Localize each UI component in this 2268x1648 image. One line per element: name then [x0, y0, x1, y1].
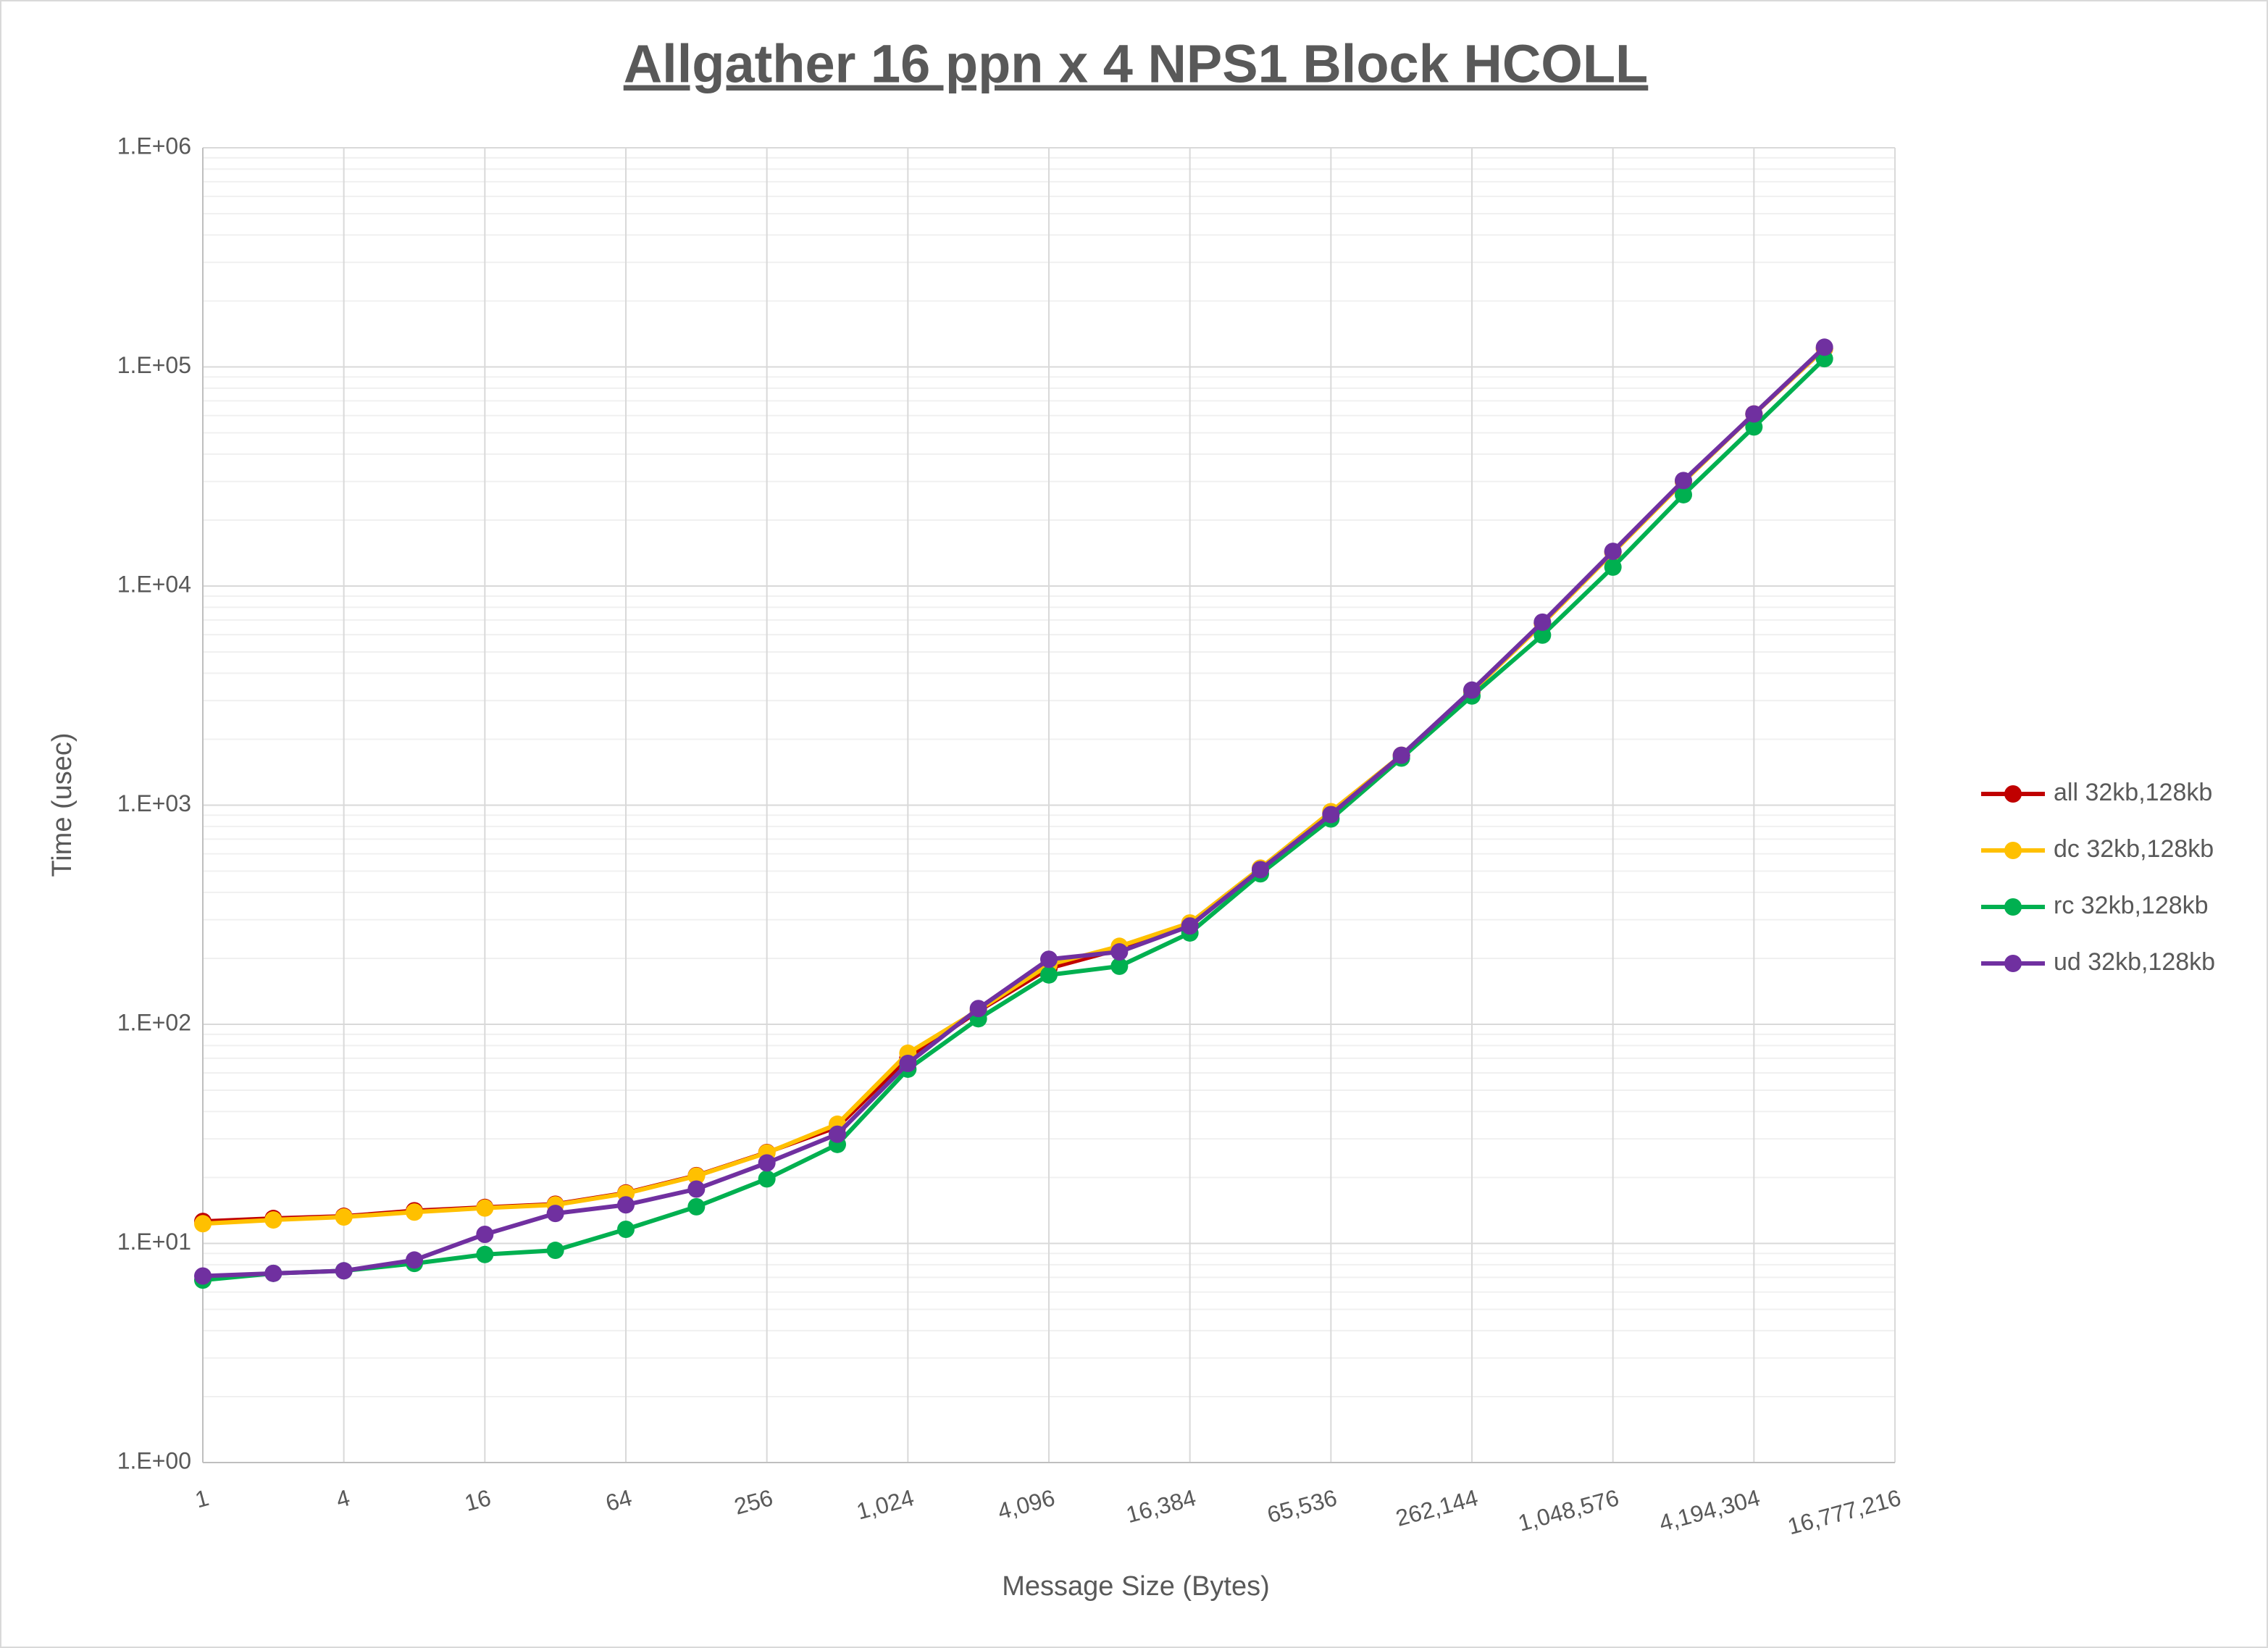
data-point: [546, 1242, 564, 1260]
data-point: [1815, 338, 1833, 356]
data-point: [1745, 405, 1763, 423]
data-point: [1604, 558, 1622, 576]
data-point: [617, 1196, 635, 1214]
data-point: [406, 1251, 423, 1269]
data-point: [1110, 957, 1129, 975]
data-point: [1463, 681, 1481, 699]
data-point: [264, 1264, 283, 1282]
legend-label: all 32kb,128kb: [2054, 779, 2212, 806]
grid: [202, 147, 1896, 1463]
data-point: [546, 1205, 564, 1223]
y-tick-label: 1.E+00: [117, 1447, 191, 1473]
data-point: [264, 1211, 283, 1229]
data-point: [899, 1054, 917, 1072]
data-point: [476, 1199, 494, 1217]
data-point: [758, 1170, 776, 1188]
data-point: [1604, 543, 1622, 561]
legend-swatch-marker: [2004, 898, 2022, 916]
data-point: [335, 1208, 353, 1226]
data-point: [1745, 418, 1763, 436]
data-point: [1675, 472, 1692, 490]
x-axis-label: Message Size (Bytes): [1002, 1571, 1270, 1602]
series-line: [202, 357, 1826, 1283]
data-point: [969, 1000, 987, 1018]
data-point: [1252, 861, 1269, 879]
legend-label: rc 32kb,128kb: [2054, 892, 2209, 919]
data-point: [1040, 950, 1058, 969]
data-point: [617, 1221, 635, 1239]
data-point: [476, 1225, 494, 1243]
data-point: [758, 1154, 776, 1172]
legend-swatch-marker: [2004, 785, 2022, 803]
y-tick-label: 1.E+02: [117, 1009, 191, 1035]
data-point: [1040, 966, 1058, 984]
y-tick-label: 1.E+03: [117, 790, 191, 816]
data-point: [1392, 746, 1410, 764]
legend-label: ud 32kb,128kb: [2054, 948, 2215, 976]
y-axis-label: Time (usec): [47, 732, 78, 877]
data-point: [406, 1203, 423, 1221]
y-tick-label: 1.E+06: [117, 133, 191, 159]
data-point: [1181, 917, 1199, 935]
data-point: [1533, 613, 1552, 631]
y-tick-label: 1.E+05: [117, 352, 191, 378]
data-point: [1533, 626, 1552, 644]
y-tick-label: 1.E+04: [117, 571, 191, 597]
series-line: [202, 346, 1826, 1279]
legend-label: dc 32kb,128kb: [2054, 835, 2214, 863]
chart-title: Allgather 16 ppn x 4 NPS1 Block HCOLL: [624, 34, 1649, 94]
data-point: [1110, 943, 1129, 961]
data-point: [687, 1167, 706, 1185]
y-tick-label: 1.E+01: [117, 1229, 191, 1255]
data-point: [687, 1197, 706, 1216]
data-point: [1322, 806, 1340, 824]
data-point: [476, 1245, 494, 1263]
data-point: [335, 1262, 353, 1280]
data-point: [194, 1267, 212, 1285]
legend-swatch-marker: [2004, 955, 2022, 972]
data-point: [1675, 485, 1692, 503]
data-point: [829, 1125, 846, 1143]
data-point: [687, 1180, 706, 1198]
data-point: [194, 1215, 212, 1233]
legend-swatch-marker: [2004, 842, 2022, 859]
